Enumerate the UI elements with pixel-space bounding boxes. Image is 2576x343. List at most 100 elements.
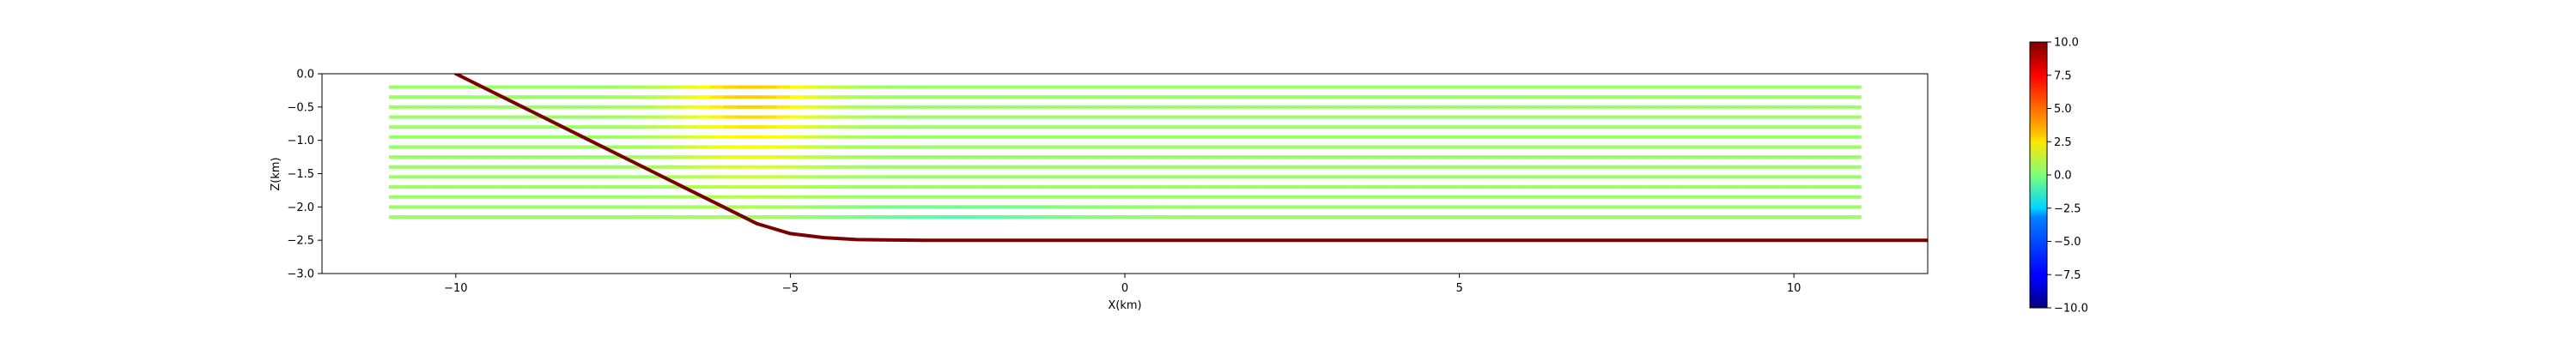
station-segment bbox=[964, 85, 979, 89]
station-segment bbox=[576, 155, 591, 159]
station-segment bbox=[388, 155, 404, 159]
station-segment bbox=[817, 155, 831, 159]
station-segment bbox=[937, 155, 952, 159]
station-segment bbox=[616, 85, 631, 89]
station-segment bbox=[522, 175, 537, 179]
station-segment bbox=[1579, 165, 1595, 169]
station-segment bbox=[1379, 105, 1394, 109]
station-segment bbox=[1833, 145, 1849, 149]
station-segment bbox=[817, 195, 831, 199]
station-segment bbox=[1552, 165, 1567, 169]
station-segment bbox=[1272, 165, 1286, 169]
station-segment bbox=[576, 105, 591, 109]
station-segment bbox=[723, 125, 738, 129]
station-segment bbox=[1125, 155, 1139, 159]
station-segment bbox=[910, 145, 925, 149]
station-segment bbox=[1218, 85, 1233, 89]
station-segment bbox=[1406, 105, 1420, 109]
station-segment bbox=[1205, 175, 1219, 179]
station-segment bbox=[1700, 165, 1715, 169]
station-segment bbox=[1459, 115, 1473, 119]
station-segment bbox=[1125, 175, 1139, 179]
station-segment bbox=[1044, 145, 1059, 149]
station-segment bbox=[643, 135, 658, 139]
station-segment bbox=[1151, 205, 1166, 209]
station-segment bbox=[683, 205, 697, 209]
station-segment bbox=[964, 115, 979, 119]
station-segment bbox=[1406, 185, 1420, 190]
station-segment bbox=[1740, 175, 1755, 179]
colorbar-tick-label: −5.0 bbox=[2054, 236, 2081, 249]
station-segment bbox=[1833, 205, 1849, 209]
station-segment bbox=[1446, 145, 1461, 149]
station-segment bbox=[1566, 205, 1581, 209]
station-segment bbox=[977, 135, 992, 139]
station-segment bbox=[1619, 214, 1634, 219]
station-segment bbox=[790, 135, 805, 139]
station-segment bbox=[1499, 205, 1514, 209]
station-segment bbox=[723, 135, 738, 139]
station-segment bbox=[589, 214, 604, 219]
station-segment bbox=[1392, 105, 1406, 109]
plot-area bbox=[322, 74, 1928, 274]
station-segment bbox=[1432, 195, 1447, 199]
station-segment bbox=[536, 205, 550, 209]
station-segment bbox=[897, 105, 912, 109]
station-segment bbox=[1485, 135, 1500, 139]
station-segment bbox=[1111, 155, 1126, 159]
station-segment bbox=[1365, 165, 1380, 169]
station-segment bbox=[1312, 125, 1327, 129]
station-segment bbox=[428, 205, 443, 209]
station-segment bbox=[870, 105, 885, 109]
station-segment bbox=[1579, 175, 1595, 179]
station-segment bbox=[1352, 95, 1367, 99]
station-segment bbox=[643, 155, 658, 159]
station-segment bbox=[1058, 214, 1072, 219]
station-segment bbox=[589, 165, 604, 169]
station-segment bbox=[1044, 115, 1059, 119]
station-segment bbox=[1018, 155, 1032, 159]
station-segment bbox=[683, 195, 697, 199]
colorbar-tick-label: −7.5 bbox=[2054, 269, 2081, 282]
x-tick-label: 5 bbox=[1455, 282, 1462, 295]
station-segment bbox=[937, 115, 952, 119]
station-segment bbox=[709, 195, 725, 199]
station-segment bbox=[1713, 85, 1728, 89]
station-segment bbox=[817, 115, 831, 119]
station-segment bbox=[1138, 185, 1152, 190]
station-segment bbox=[830, 155, 845, 159]
station-segment bbox=[562, 85, 577, 89]
station-segment bbox=[843, 125, 858, 129]
station-segment bbox=[737, 185, 751, 190]
station-segment bbox=[1499, 165, 1514, 169]
station-segment bbox=[1847, 175, 1862, 179]
station-segment bbox=[1058, 195, 1072, 199]
station-segment bbox=[1820, 214, 1835, 219]
station-segment bbox=[603, 95, 617, 99]
station-segment bbox=[1593, 85, 1607, 89]
station-segment bbox=[870, 95, 885, 99]
station-segment bbox=[884, 195, 898, 199]
station-segment bbox=[1298, 195, 1313, 199]
station-segment bbox=[1633, 115, 1648, 119]
station-segment bbox=[1740, 105, 1755, 109]
station-segment bbox=[656, 105, 671, 109]
station-segment bbox=[1780, 135, 1795, 139]
station-segment bbox=[857, 85, 872, 89]
station-segment bbox=[1151, 85, 1166, 89]
station-segment bbox=[1633, 145, 1648, 149]
station-segment bbox=[562, 135, 577, 139]
station-segment bbox=[723, 155, 738, 159]
station-segment bbox=[790, 105, 805, 109]
station-segment bbox=[1713, 145, 1728, 149]
station-segment bbox=[509, 175, 524, 179]
station-segment bbox=[388, 195, 404, 199]
station-segment bbox=[1727, 95, 1741, 99]
station-segment bbox=[1018, 165, 1032, 169]
station-segment bbox=[1339, 85, 1353, 89]
station-segment bbox=[1473, 95, 1487, 99]
station-segment bbox=[951, 95, 965, 99]
station-segment bbox=[951, 175, 965, 179]
station-segment bbox=[469, 145, 483, 149]
